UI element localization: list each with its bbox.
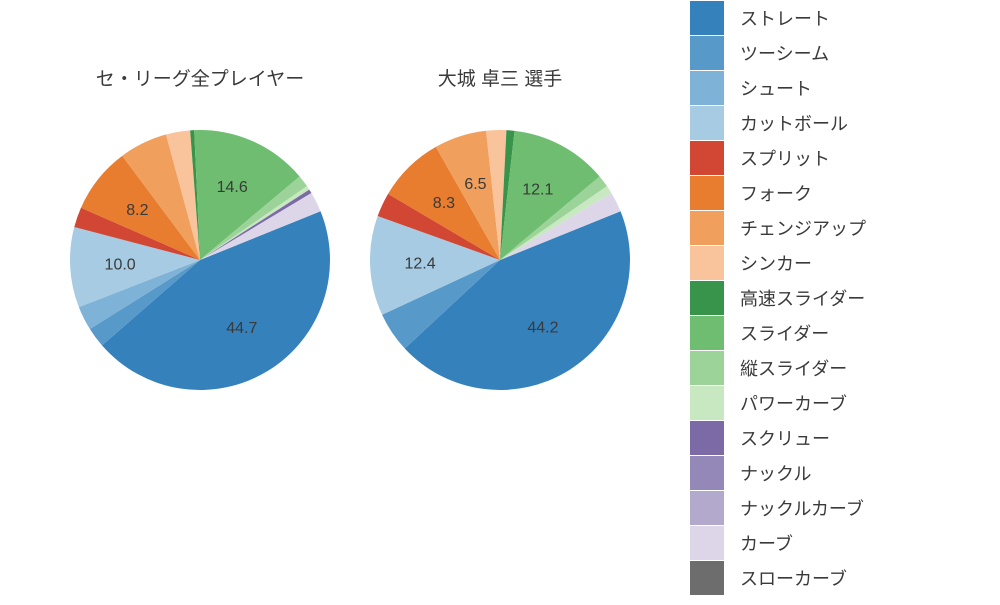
- legend-label: シンカー: [740, 250, 812, 276]
- legend-item: カットボール: [690, 105, 990, 140]
- legend-swatch: [690, 456, 724, 490]
- chart-title: 大城 卓三 選手: [438, 68, 563, 90]
- pie-slice-label: 12.4: [405, 256, 436, 273]
- legend-label: スプリット: [740, 145, 830, 171]
- legend-label: ナックル: [740, 460, 811, 486]
- pie-slice-label: 10.0: [105, 257, 136, 274]
- legend-item: 縦スライダー: [690, 350, 990, 385]
- legend-swatch: [690, 211, 724, 245]
- legend-swatch: [690, 421, 724, 455]
- legend-item: 高速スライダー: [690, 280, 990, 315]
- legend-swatch: [690, 561, 724, 595]
- legend-swatch: [690, 71, 724, 105]
- legend-label: カーブ: [740, 530, 793, 556]
- pie-slice-label: 6.5: [464, 176, 486, 193]
- legend-label: パワーカーブ: [740, 390, 847, 416]
- legend-label: カットボール: [740, 110, 848, 136]
- legend-label: ストレート: [740, 5, 830, 31]
- legend-swatch: [690, 351, 724, 385]
- legend-label: ツーシーム: [740, 40, 829, 66]
- legend-label: シュート: [740, 75, 812, 101]
- legend-swatch: [690, 106, 724, 140]
- legend-swatch: [690, 281, 724, 315]
- pie-slice-label: 8.3: [433, 195, 455, 212]
- pie-slice-label: 12.1: [522, 182, 553, 199]
- pie-svg: セ・リーグ全プレイヤー 44.7 10.0 8.2 14.6 大城 卓三 選手 44.2 12…: [0, 0, 660, 600]
- legend-item: カーブ: [690, 525, 990, 560]
- legend-label: スクリュー: [740, 425, 830, 451]
- chart-title: セ・リーグ全プレイヤー: [96, 68, 304, 90]
- legend-item: チェンジアップ: [690, 210, 990, 245]
- legend-label: チェンジアップ: [740, 215, 866, 241]
- legend-item: スクリュー: [690, 420, 990, 455]
- pie-slice-label: 14.6: [217, 179, 248, 196]
- legend-label: ナックルカーブ: [740, 495, 864, 521]
- legend-swatch: [690, 386, 724, 420]
- legend-swatch: [690, 1, 724, 35]
- legend: ストレートツーシームシュートカットボールスプリットフォークチェンジアップシンカー…: [690, 0, 990, 595]
- legend-item: ナックル: [690, 455, 990, 490]
- legend-item: スプリット: [690, 140, 990, 175]
- legend-item: ツーシーム: [690, 35, 990, 70]
- pie-slice-label: 44.2: [527, 320, 558, 337]
- legend-item: スローカーブ: [690, 560, 990, 595]
- legend-label: 高速スライダー: [740, 285, 865, 311]
- chart-area: セ・リーグ全プレイヤー 44.7 10.0 8.2 14.6 大城 卓三 選手 44.2 12…: [0, 0, 660, 600]
- pie-slice-label: 8.2: [126, 202, 148, 219]
- legend-item: パワーカーブ: [690, 385, 990, 420]
- legend-swatch: [690, 246, 724, 280]
- legend-label: 縦スライダー: [740, 355, 847, 381]
- legend-item: ナックルカーブ: [690, 490, 990, 525]
- legend-swatch: [690, 491, 724, 525]
- legend-label: スライダー: [740, 320, 829, 346]
- legend-item: スライダー: [690, 315, 990, 350]
- legend-swatch: [690, 526, 724, 560]
- legend-item: シンカー: [690, 245, 990, 280]
- legend-item: シュート: [690, 70, 990, 105]
- legend-swatch: [690, 141, 724, 175]
- legend-swatch: [690, 176, 724, 210]
- pie-slice-label: 44.7: [226, 320, 257, 337]
- legend-swatch: [690, 36, 724, 70]
- legend-label: スローカーブ: [740, 565, 847, 591]
- legend-swatch: [690, 316, 724, 350]
- legend-item: ストレート: [690, 0, 990, 35]
- legend-item: フォーク: [690, 175, 990, 210]
- legend-label: フォーク: [740, 180, 812, 206]
